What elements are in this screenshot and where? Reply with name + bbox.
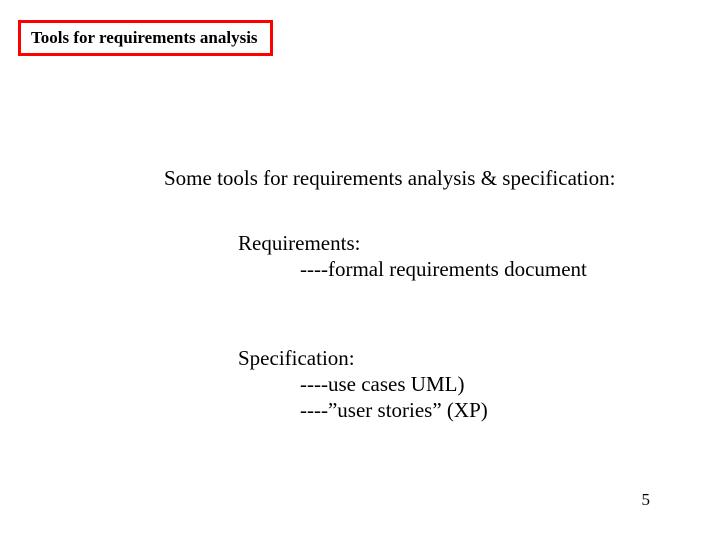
- slide-title: Tools for requirements analysis: [31, 28, 258, 47]
- requirements-item: ----formal requirements document: [300, 257, 587, 282]
- main-heading: Some tools for requirements analysis & s…: [164, 166, 615, 191]
- page-number: 5: [642, 490, 651, 510]
- specification-label: Specification:: [238, 346, 355, 371]
- specification-item-2: ----”user stories” (XP): [300, 398, 488, 423]
- specification-item-1: ----use cases UML): [300, 372, 464, 397]
- requirements-label: Requirements:: [238, 231, 360, 256]
- title-box: Tools for requirements analysis: [18, 20, 273, 56]
